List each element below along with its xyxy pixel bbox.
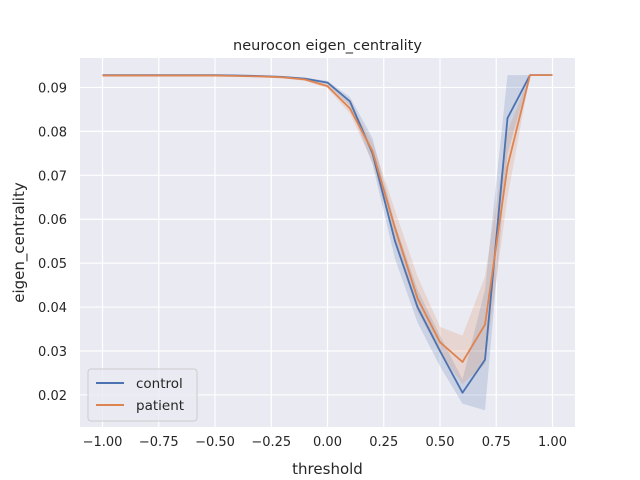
data-point-patient	[484, 323, 486, 325]
y-tick-label: 0.04	[38, 301, 67, 316]
data-point-patient	[214, 74, 216, 76]
data-point-patient	[281, 76, 283, 78]
y-tick-labels: 0.02 0.03 0.04 0.05 0.06 0.07 0.08 0.09	[38, 81, 67, 404]
data-point-control	[461, 392, 463, 394]
data-point-control	[439, 350, 441, 352]
x-tick-label: 1.00	[538, 435, 567, 450]
x-tick-label: 0.75	[482, 435, 511, 450]
chart-title: neurocon eigen_centrality	[233, 38, 422, 54]
legend: control patient	[87, 368, 198, 422]
data-point-patient	[169, 74, 171, 76]
y-tick-label: 0.05	[38, 257, 67, 272]
series-line-patient	[102, 74, 553, 363]
data-point-patient	[349, 107, 351, 109]
series-lines	[101, 74, 553, 394]
legend-label-patient: patient	[136, 398, 184, 414]
data-point-patient	[506, 165, 508, 167]
data-point-patient	[529, 74, 531, 76]
x-tick-label: 0.25	[369, 435, 398, 450]
y-tick-label: 0.06	[38, 213, 67, 228]
data-point-patient	[416, 297, 418, 299]
data-point-patient	[101, 74, 103, 76]
x-tick-label: −0.50	[195, 435, 235, 450]
data-point-patient	[461, 361, 463, 363]
x-tick-labels: −1.00 −0.75 −0.50 −0.25 0.00 0.25 0.50 0.75 1.00	[83, 435, 567, 450]
data-point-control	[416, 306, 418, 308]
data-point-patient	[236, 75, 238, 77]
x-tick-label: −1.00	[83, 435, 123, 450]
y-tick-label: 0.09	[38, 81, 67, 96]
data-point-patient	[191, 74, 193, 76]
data-point-control	[506, 117, 508, 119]
data-point-patient	[439, 341, 441, 343]
data-point-control	[484, 359, 486, 361]
x-tick-label: −0.75	[139, 435, 179, 450]
data-point-patient	[124, 74, 126, 76]
data-point-control	[394, 240, 396, 242]
grid-lines	[80, 58, 575, 427]
confidence-band-control	[102, 75, 553, 411]
y-tick-label: 0.08	[38, 125, 67, 140]
confidence-bands	[102, 75, 553, 411]
y-tick-label: 0.07	[38, 169, 67, 184]
x-axis-label: threshold	[292, 460, 363, 478]
data-point-patient	[326, 85, 328, 87]
y-tick-label: 0.03	[38, 345, 67, 360]
data-point-control	[326, 81, 328, 83]
legend-label-control: control	[136, 376, 183, 392]
data-point-patient	[304, 78, 306, 80]
data-point-patient	[371, 150, 373, 152]
y-tick-label: 0.02	[38, 389, 67, 404]
y-axis-label: eigen_centrality	[10, 182, 29, 303]
data-point-patient	[146, 74, 148, 76]
x-tick-label: 0.50	[426, 435, 455, 450]
data-point-patient	[394, 227, 396, 229]
data-point-patient	[551, 74, 553, 76]
x-tick-label: −0.25	[251, 435, 291, 450]
data-point-patient	[259, 75, 261, 77]
x-tick-label: 0.00	[313, 435, 342, 450]
data-point-control	[349, 100, 351, 102]
